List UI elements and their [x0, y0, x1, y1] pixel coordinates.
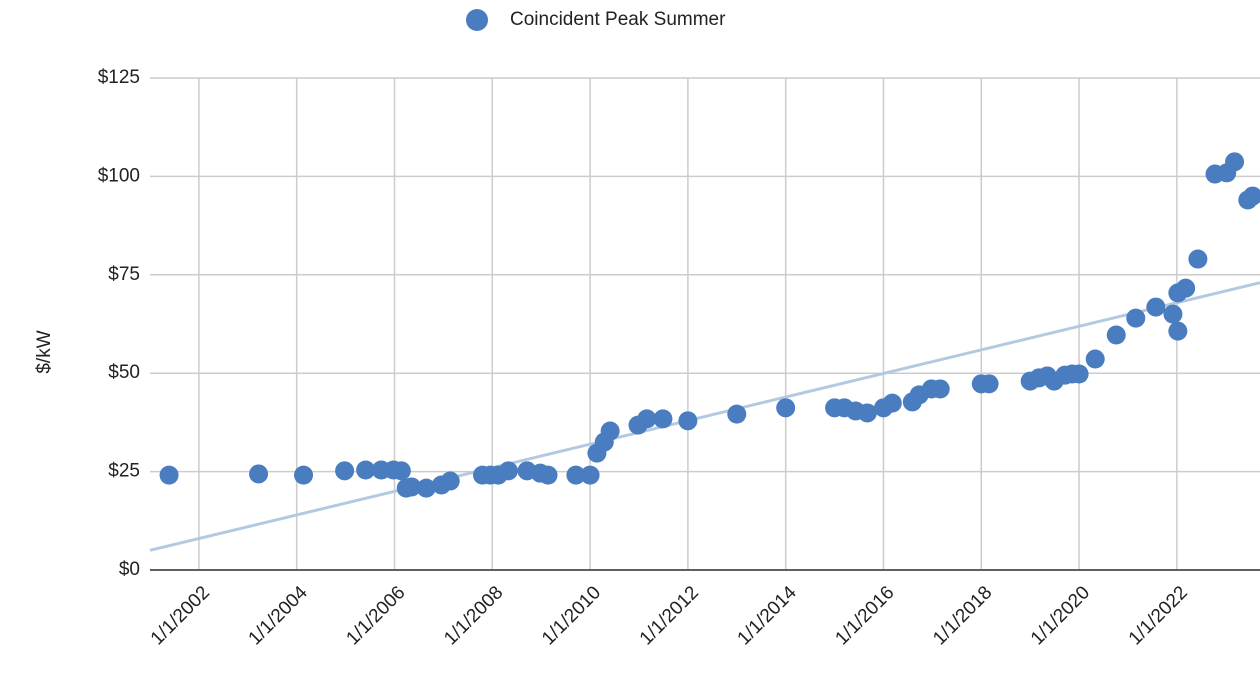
x-tick-label: 1/1/2006	[342, 582, 409, 649]
point	[402, 477, 422, 497]
point	[1146, 297, 1166, 317]
point	[637, 409, 657, 429]
x-tick-label: 1/1/2012	[636, 582, 703, 649]
y-tick-label: $50	[108, 362, 140, 383]
point	[653, 409, 673, 429]
x-tick-label: 1/1/2016	[831, 582, 898, 649]
point	[335, 461, 355, 481]
trendline	[149, 281, 1260, 552]
point	[979, 374, 999, 394]
point	[498, 461, 518, 481]
legend-marker	[466, 9, 488, 31]
point	[882, 393, 902, 413]
point	[930, 379, 950, 399]
point	[356, 460, 376, 480]
point	[416, 478, 436, 498]
point	[1225, 152, 1245, 172]
point	[294, 465, 314, 485]
point	[1106, 325, 1126, 345]
point	[566, 465, 586, 485]
legend-label: Coincident Peak Summer	[510, 9, 726, 30]
point	[857, 403, 877, 423]
point	[249, 464, 269, 484]
point	[1069, 364, 1089, 384]
point	[600, 421, 620, 441]
point	[1188, 249, 1208, 269]
point	[727, 404, 747, 424]
point	[1168, 321, 1188, 341]
x-tick-label: 1/1/2020	[1027, 582, 1094, 649]
point	[1176, 278, 1196, 298]
y-tick-label: $0	[119, 559, 140, 580]
y-tick-label: $25	[108, 461, 140, 482]
point	[1243, 186, 1260, 206]
x-tick-label: 1/1/2008	[440, 582, 507, 649]
x-tick-label: 1/1/2014	[734, 582, 801, 649]
x-tick-label: 1/1/2004	[245, 582, 312, 649]
point	[1126, 308, 1146, 328]
point	[776, 398, 796, 418]
point	[159, 465, 179, 485]
point	[1163, 304, 1183, 324]
x-tick-label: 1/1/2010	[538, 582, 605, 649]
y-tick-label: $125	[98, 67, 140, 88]
y-axis-label: $/kW	[34, 330, 55, 373]
point	[1085, 349, 1105, 369]
point	[538, 465, 558, 485]
y-tick-label: $75	[108, 264, 140, 285]
point	[391, 461, 411, 481]
x-tick-label: 1/1/2002	[147, 582, 214, 649]
x-tick-label: 1/1/2022	[1125, 582, 1192, 649]
point	[580, 465, 600, 485]
y-tick-label: $100	[98, 165, 140, 186]
point	[440, 471, 460, 491]
x-tick-label: 1/1/2018	[929, 582, 996, 649]
point	[678, 411, 698, 431]
